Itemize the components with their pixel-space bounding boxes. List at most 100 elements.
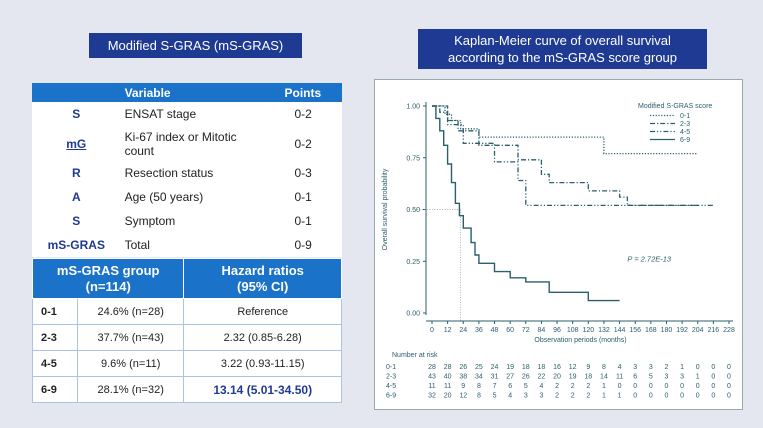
risk-value: 14 [600,374,608,381]
row-points: 0-3 [294,166,312,180]
x-tick-label: 84 [538,327,546,334]
header-hr: Hazard ratios (95% CI) [183,258,342,299]
risk-value: 26 [522,374,530,381]
table-row: A Age (50 years) 0-1 [32,185,342,209]
x-axis-label: Observation periods (months) [534,337,626,344]
row-points: 0-1 [294,214,312,228]
y-tick-label: 0.75 [406,155,420,162]
risk-value: 0 [665,383,669,390]
risk-value: 0 [633,383,637,390]
x-tick-label: 48 [491,327,499,334]
risk-value: 31 [491,374,499,381]
risk-value: 1 [602,383,606,390]
risk-value: 40 [444,374,452,381]
risk-value: 4 [508,393,512,400]
row-abbr: mG [66,136,87,151]
header-group-line1: mS-GRAS group [56,262,160,278]
risk-value: 3 [649,364,653,371]
table-row: S Symptom 0-1 [32,209,342,233]
risk-value: 3 [524,393,528,400]
y-tick-label: 0.00 [406,311,420,318]
x-tick-label: 204 [692,327,704,334]
risk-value: 19 [506,364,514,371]
risk-value: 18 [538,364,546,371]
risk-value: 1 [602,393,606,400]
risk-value: 3 [680,374,684,381]
x-tick-label: 144 [614,327,626,334]
right-title: Kaplan-Meier curve of overall survival a… [418,29,707,69]
hazard-table: mS-GRAS group (n=114) Hazard ratios (95%… [31,258,342,403]
risk-value: 27 [506,374,514,381]
risk-value: 2 [555,383,559,390]
row-pct: 9.6% (n=11) [76,350,185,377]
risk-row-group: 6-9 [386,393,396,400]
legend-label-0-1: 0-1 [680,113,690,120]
hazard-table-header: mS-GRAS group (n=114) Hazard ratios (95%… [31,258,342,299]
row-variable: Symptom [124,214,176,228]
header-hr-line2: (95% CI) [237,278,289,294]
risk-value: 0 [680,393,684,400]
x-tick-label: 132 [598,327,610,334]
risk-value: 28 [428,364,436,371]
risk-value: 5 [649,374,653,381]
header-abbr [32,83,121,102]
risk-value: 0 [665,393,669,400]
header-group: mS-GRAS group (n=114) [31,258,185,299]
table-row: mS-GRAS Total 0-9 [32,233,342,257]
legend-title: Modified S-GRAS score [638,103,712,110]
right-title-line2: according to the mS-GRAS score group [447,50,678,65]
risk-value: 26 [459,364,467,371]
row-hr: Reference [183,298,342,325]
x-tick-label: 120 [582,327,594,334]
risk-value: 38 [459,374,467,381]
risk-value: 0 [680,383,684,390]
table-row: 2-3 37.7% (n=43) 2.32 (0.85-6.28) [32,324,342,351]
risk-value: 18 [584,374,592,381]
row-hr: 3.22 (0.93-11.15) [183,350,342,377]
km-chart: 0.000.250.500.751.000 12 24 36 48 60 72 84 96 108… [382,102,735,400]
series-line-0-1 [432,105,698,155]
y-tick-label: 1.00 [406,104,420,111]
risk-value: 3 [539,393,543,400]
table-row: 4-5 9.6% (n=11) 3.22 (0.93-11.15) [32,350,342,377]
risk-value: 12 [459,393,467,400]
row-points: 0-2 [294,107,312,121]
risk-value: 11 [428,383,435,390]
risk-value: 20 [553,374,561,381]
row-variable: Total [124,238,150,252]
row-abbr: A [71,190,81,204]
row-group: 2-3 [32,324,78,351]
risk-value: 0 [727,383,731,390]
p-value-annotation: P = 2.72E-13 [627,254,672,263]
legend-label-6-9: 6-9 [680,137,690,144]
risk-value: 16 [553,364,561,371]
row-points: 0-9 [294,238,312,252]
risk-value: 0 [696,383,700,390]
risk-value: 11 [616,374,623,381]
y-axis-label: Overall survival probability [382,168,389,250]
risk-value: 0 [696,393,700,400]
x-tick-label: 12 [444,327,452,334]
risk-value: 2 [555,393,559,400]
x-tick-label: 108 [567,327,579,334]
row-points: 0-2 [294,136,312,151]
row-pct: 37.7% (n=43) [76,324,185,351]
risk-value: 3 [665,374,669,381]
x-tick-label: 24 [459,327,467,334]
y-tick-label: 0.25 [406,259,420,266]
row-group: 0-1 [32,298,78,325]
risk-value: 20 [444,393,452,400]
series-line-2-3 [432,105,698,207]
risk-value: 4 [539,383,543,390]
risk-value: 8 [477,383,481,390]
risk-value: 3 [633,364,637,371]
row-hr: 13.14 (5.01-34.50) [183,376,342,403]
risk-value: 9 [586,364,590,371]
row-pct: 24.6% (n=28) [76,298,185,325]
x-tick-label: 192 [676,327,688,334]
header-group-line2: (n=114) [85,278,131,294]
risk-value: 28 [444,364,452,371]
row-variable: Ki-67 index or Mitotic count [124,129,237,158]
risk-value: 0 [727,364,731,371]
variable-table: Variable Points S ENSAT stage 0-2 mG Ki-… [32,83,342,257]
